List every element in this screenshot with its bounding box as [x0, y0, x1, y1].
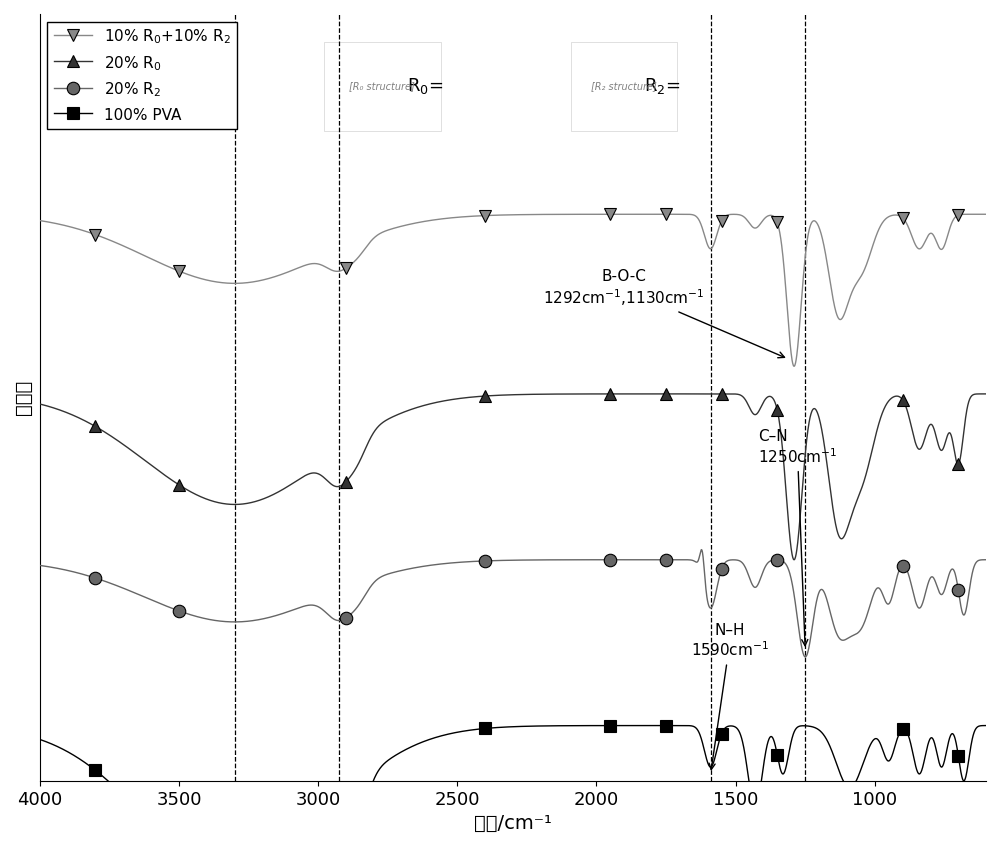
Y-axis label: 透过率: 透过率: [14, 379, 33, 415]
Text: -OH
3300cm$^{-1}$: -OH 3300cm$^{-1}$: [0, 846, 1, 847]
Text: N–H
1590cm$^{-1}$: N–H 1590cm$^{-1}$: [691, 623, 769, 770]
Legend: 10% R$_0$+10% R$_2$, 20% R$_0$, 20% R$_2$, 100% PVA: 10% R$_0$+10% R$_2$, 20% R$_0$, 20% R$_2…: [47, 21, 237, 129]
Text: H$_2$
–C–
2925cm$^{-1}$: H$_2$ –C– 2925cm$^{-1}$: [0, 846, 1, 847]
Text: B-O-C
1292cm$^{-1}$,1130cm$^{-1}$: B-O-C 1292cm$^{-1}$,1130cm$^{-1}$: [543, 269, 785, 357]
Bar: [571, 42, 677, 131]
Text: C–N
1250cm$^{-1}$: C–N 1250cm$^{-1}$: [758, 429, 837, 645]
Text: [R₂ structure]: [R₂ structure]: [591, 81, 657, 91]
X-axis label: 波数/cm⁻¹: 波数/cm⁻¹: [474, 814, 552, 833]
Bar: [324, 42, 441, 131]
Text: [R₀ structure]: [R₀ structure]: [349, 81, 415, 91]
Text: R$_2$=: R$_2$=: [644, 76, 680, 97]
Text: R$_0$=: R$_0$=: [407, 76, 443, 97]
